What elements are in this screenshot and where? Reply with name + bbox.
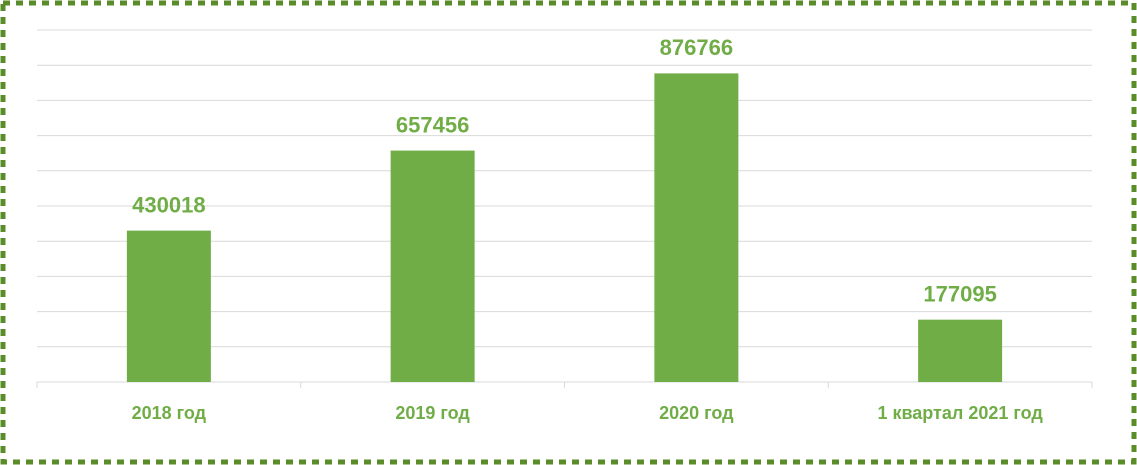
bar	[654, 73, 739, 383]
x-tick-label: 2020 год	[659, 403, 734, 423]
x-tick-label: 2019 год	[395, 403, 470, 423]
bar	[126, 230, 211, 382]
x-tick-label: 2018 год	[132, 403, 207, 423]
bar	[390, 150, 475, 382]
data-label: 177095	[923, 281, 996, 306]
data-label: 657456	[396, 112, 469, 137]
x-tick-label: 1 квартал 2021 год	[877, 403, 1043, 423]
data-label: 430018	[132, 192, 205, 217]
bar	[918, 319, 1003, 382]
data-label: 876766	[660, 35, 733, 60]
